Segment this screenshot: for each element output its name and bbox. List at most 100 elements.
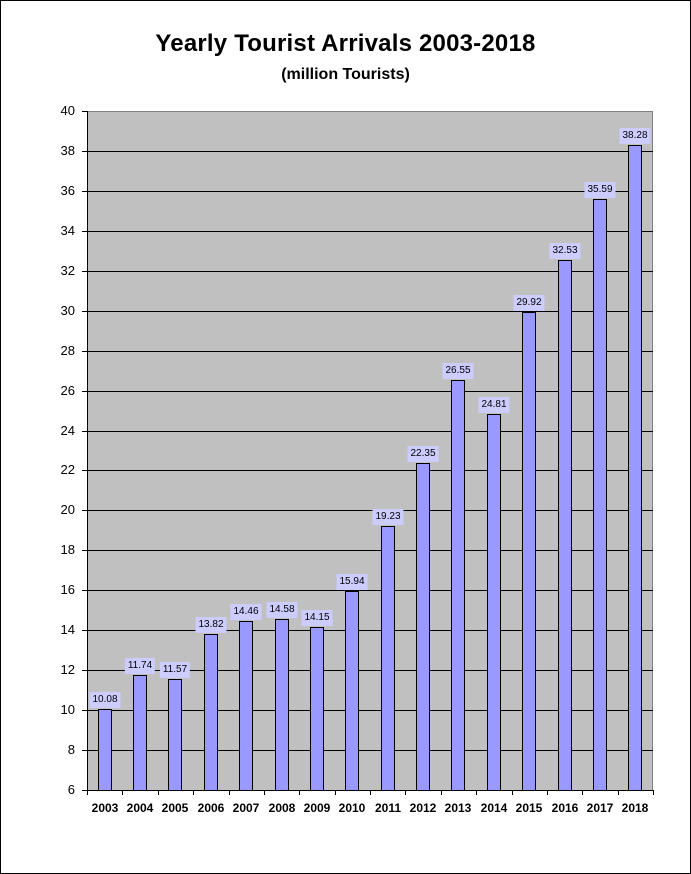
gridline	[87, 670, 653, 671]
y-tick-mark	[82, 271, 87, 272]
data-label: 22.35	[407, 446, 439, 462]
y-tick-mark	[82, 231, 87, 232]
bar-2012	[416, 463, 430, 791]
x-tick-label: 2017	[586, 801, 614, 815]
gridline	[87, 431, 653, 432]
x-tick-mark	[512, 790, 513, 795]
x-tick-label: 2009	[303, 801, 331, 815]
bar-2003	[98, 709, 112, 791]
data-label: 14.58	[266, 602, 298, 618]
x-tick-label: 2011	[374, 801, 402, 815]
y-tick-label: 18	[60, 542, 75, 557]
y-tick-label: 28	[60, 343, 75, 358]
bar-2008	[275, 619, 289, 791]
y-tick-mark	[82, 670, 87, 671]
gridline	[87, 550, 653, 551]
y-tick-label: 14	[60, 622, 75, 637]
x-tick-mark	[122, 790, 123, 795]
data-label: 10.08	[89, 692, 121, 708]
gridline	[87, 351, 653, 352]
x-tick-label: 2003	[91, 801, 119, 815]
bar-2016	[558, 260, 572, 791]
y-tick-label: 30	[60, 303, 75, 318]
x-tick-label: 2016	[551, 801, 579, 815]
y-tick-label: 34	[60, 223, 75, 238]
x-tick-mark	[193, 790, 194, 795]
bar-2010	[345, 591, 359, 791]
x-tick-mark	[370, 790, 371, 795]
y-tick-mark	[82, 431, 87, 432]
y-tick-label: 26	[60, 383, 75, 398]
bar-2018	[628, 145, 642, 791]
x-tick-mark	[87, 790, 88, 795]
x-tick-label: 2010	[338, 801, 366, 815]
y-tick-mark	[82, 550, 87, 551]
x-tick-mark	[299, 790, 300, 795]
bar-2009	[310, 627, 324, 791]
y-tick-label: 38	[60, 143, 75, 158]
x-tick-mark	[158, 790, 159, 795]
gridline	[87, 710, 653, 711]
y-tick-mark	[82, 391, 87, 392]
y-tick-mark	[82, 311, 87, 312]
y-tick-label: 36	[60, 183, 75, 198]
y-tick-mark	[82, 510, 87, 511]
data-label: 15.94	[336, 574, 368, 590]
y-tick-label: 10	[60, 702, 75, 717]
bar-2011	[381, 526, 395, 791]
gridline	[87, 630, 653, 631]
data-label: 32.53	[549, 243, 581, 259]
y-tick-label: 40	[60, 103, 75, 118]
gridline	[87, 590, 653, 591]
y-tick-mark	[82, 191, 87, 192]
y-axis-line	[87, 111, 88, 791]
data-label: 24.81	[478, 397, 510, 413]
gridline	[87, 470, 653, 471]
data-label: 11.74	[124, 658, 156, 674]
data-label: 38.28	[619, 128, 651, 144]
y-tick-mark	[82, 630, 87, 631]
y-tick-mark	[82, 790, 87, 791]
y-tick-mark	[82, 710, 87, 711]
bar-2004	[133, 675, 147, 791]
y-tick-label: 16	[60, 582, 75, 597]
bar-2005	[168, 679, 182, 791]
y-tick-label: 24	[60, 423, 75, 438]
y-tick-label: 32	[60, 263, 75, 278]
x-tick-label: 2004	[126, 801, 154, 815]
y-tick-mark	[82, 470, 87, 471]
y-tick-mark	[82, 590, 87, 591]
x-tick-mark	[441, 790, 442, 795]
y-tick-label: 22	[60, 462, 75, 477]
data-label: 11.57	[159, 662, 191, 678]
y-tick-mark	[82, 111, 87, 112]
x-tick-label: 2012	[409, 801, 437, 815]
y-tick-mark	[82, 151, 87, 152]
data-label: 19.23	[372, 509, 404, 525]
gridline	[87, 191, 653, 192]
gridline	[87, 391, 653, 392]
x-tick-mark	[264, 790, 265, 795]
x-tick-label: 2014	[480, 801, 508, 815]
gridline	[87, 311, 653, 312]
data-label: 35.59	[584, 182, 616, 198]
x-tick-label: 2005	[161, 801, 189, 815]
bar-2013	[451, 380, 465, 791]
x-tick-mark	[476, 790, 477, 795]
x-tick-label: 2018	[621, 801, 649, 815]
bar-2017	[593, 199, 607, 791]
x-tick-mark	[335, 790, 336, 795]
bar-2014	[487, 414, 501, 791]
y-tick-label: 8	[67, 742, 75, 757]
x-tick-mark	[547, 790, 548, 795]
data-label: 13.82	[195, 617, 227, 633]
bar-2007	[239, 621, 253, 791]
x-tick-mark	[405, 790, 406, 795]
y-tick-label: 6	[67, 782, 75, 797]
y-tick-label: 12	[60, 662, 75, 677]
chart-subtitle: (million Tourists)	[281, 66, 410, 83]
gridline	[87, 271, 653, 272]
data-label: 29.92	[513, 295, 545, 311]
bar-2015	[522, 312, 536, 791]
data-label: 14.15	[301, 610, 333, 626]
